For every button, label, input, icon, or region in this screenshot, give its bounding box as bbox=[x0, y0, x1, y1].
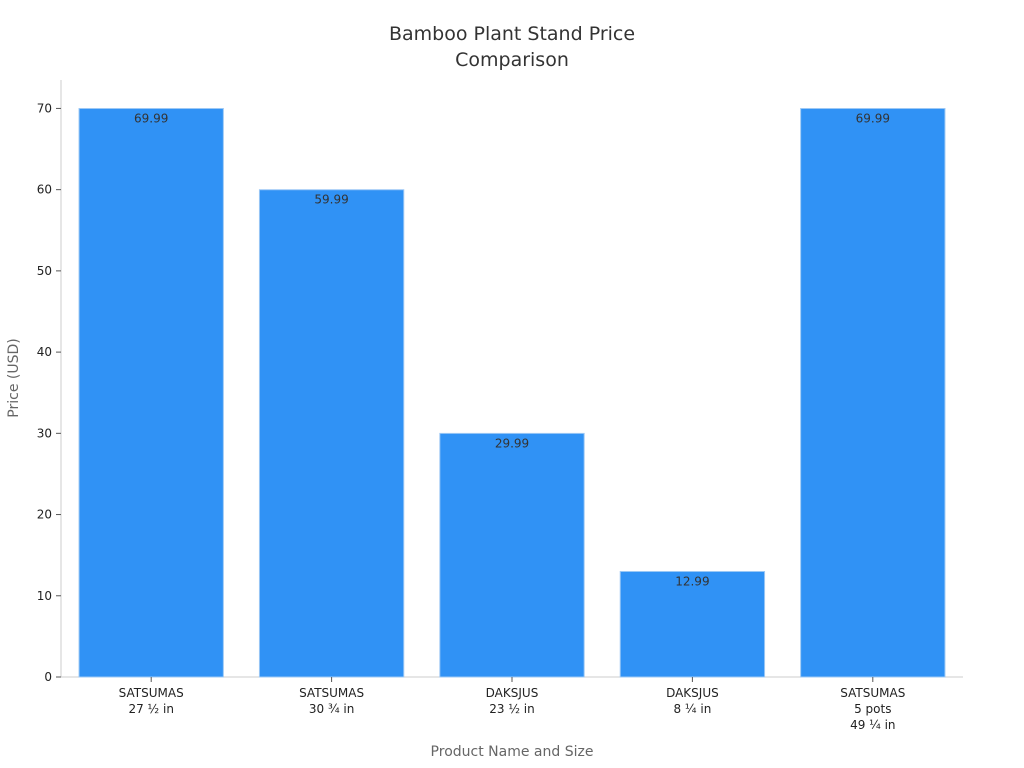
y-tick-label: 0 bbox=[44, 670, 52, 684]
x-axis-label: Product Name and Size bbox=[431, 744, 594, 760]
value-label: 29.99 bbox=[495, 436, 529, 450]
y-tick-label: 50 bbox=[37, 264, 52, 278]
y-tick-label: 40 bbox=[37, 345, 52, 359]
bar bbox=[78, 108, 224, 678]
bar bbox=[439, 432, 585, 678]
bar bbox=[800, 108, 946, 678]
bar bbox=[258, 189, 405, 678]
y-tick-label: 10 bbox=[37, 589, 52, 603]
x-tick-label: SATSUMAS 27 ½ in bbox=[119, 686, 184, 716]
value-label: 69.99 bbox=[134, 112, 168, 126]
x-tick-label: SATSUMAS 30 ¾ in bbox=[299, 686, 364, 716]
y-tick-label: 70 bbox=[37, 101, 52, 115]
chart-title: Bamboo Plant Stand Price Comparison bbox=[389, 23, 635, 71]
bar bbox=[619, 570, 766, 678]
y-axis-label: Price (USD) bbox=[6, 338, 22, 417]
y-tick-label: 60 bbox=[37, 183, 52, 197]
value-label: 69.99 bbox=[856, 112, 890, 126]
value-label: 12.99 bbox=[675, 574, 709, 588]
x-tick-label: DAKSJUS 23 ½ in bbox=[486, 686, 539, 716]
value-label: 59.99 bbox=[314, 193, 348, 207]
x-tick-label: SATSUMAS 5 pots 49 ¼ in bbox=[840, 686, 905, 732]
y-tick-label: 30 bbox=[37, 426, 52, 440]
x-tick-label: DAKSJUS 8 ¼ in bbox=[666, 686, 719, 716]
y-tick-label: 20 bbox=[37, 508, 52, 522]
